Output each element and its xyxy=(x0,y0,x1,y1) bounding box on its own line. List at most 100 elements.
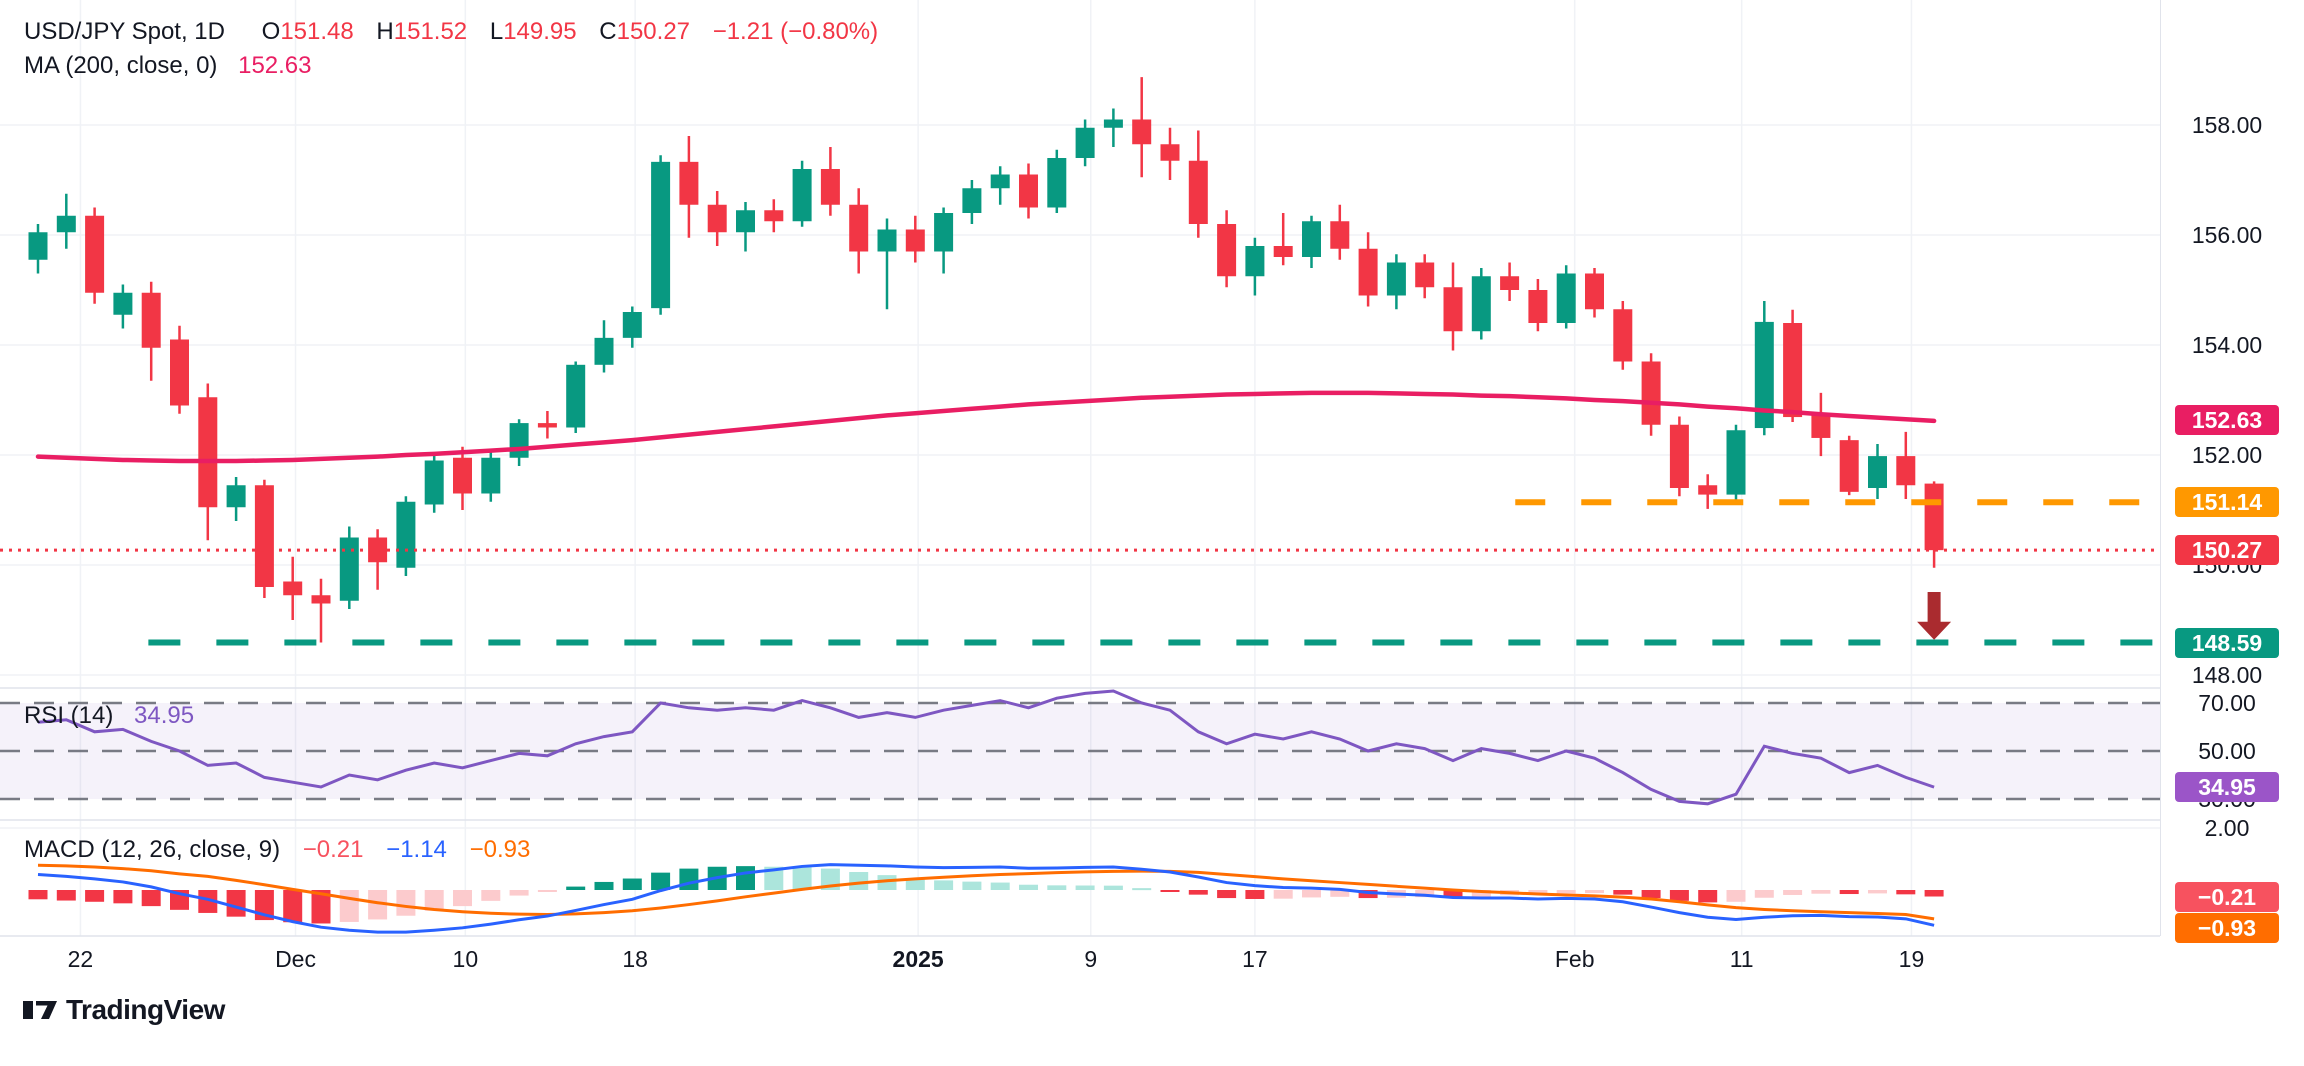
candle-body xyxy=(594,337,614,365)
ma-label: MA (200, close, 0) xyxy=(24,52,218,79)
macd-hist-bar xyxy=(990,882,1010,890)
macd-hist-bar xyxy=(226,890,246,917)
macd-hist-bar xyxy=(1613,890,1633,895)
candle-body xyxy=(792,169,812,222)
macd-signal-line[interactable] xyxy=(37,863,1935,921)
candle-body xyxy=(1896,456,1916,486)
candle-body xyxy=(1188,160,1208,224)
candle-body xyxy=(622,312,642,338)
macd-hist-bar xyxy=(1047,885,1067,890)
macd-legend[interactable]: MACD (12, 26, close, 9) −0.21 −1.14 −0.9… xyxy=(24,836,530,864)
candle-body xyxy=(1783,323,1803,418)
macd-hist-bar xyxy=(198,890,218,913)
macd-hist-bar xyxy=(85,890,105,902)
macd-hist-bar xyxy=(1839,890,1859,895)
candle-body xyxy=(339,537,359,601)
rsi-line[interactable] xyxy=(37,689,1935,806)
candle-body xyxy=(28,232,48,260)
time-tick-label: 10 xyxy=(452,946,479,972)
candle-body xyxy=(453,457,472,494)
macd-hist-bar xyxy=(1726,890,1746,902)
candle-body xyxy=(651,161,671,309)
candle-body xyxy=(1839,440,1859,492)
macd-hist-bar xyxy=(1415,890,1435,898)
candle-body xyxy=(254,485,274,587)
price-tick-label: 152.00 xyxy=(2191,442,2263,468)
candle-body xyxy=(396,501,416,568)
candle-body xyxy=(1386,262,1406,296)
candle-body xyxy=(424,460,444,505)
candle-body xyxy=(707,204,727,233)
chart-canvas[interactable] xyxy=(0,0,2160,990)
macd-hist-bar xyxy=(1783,890,1803,895)
candle-body xyxy=(1754,321,1774,429)
macd-hist-bar xyxy=(141,890,161,907)
rsi-label: RSI (14) xyxy=(24,702,114,729)
macd-hist-bar xyxy=(622,878,642,890)
candle-body xyxy=(113,292,133,315)
macd-signal-value: −0.93 xyxy=(469,836,531,863)
candle-body xyxy=(962,188,982,213)
time-axis[interactable]: 22 Dec 10 18 2025 9 17 Feb 11 19 xyxy=(0,938,2160,984)
tradingview-brand-text: TradingView xyxy=(66,994,225,1025)
macd-line-value: −1.14 xyxy=(386,836,447,863)
macd-hist-bar xyxy=(1924,890,1944,897)
candle-body xyxy=(1160,144,1180,161)
candle-body xyxy=(736,210,755,233)
candle-body xyxy=(1415,262,1435,288)
candles-layer[interactable] xyxy=(28,77,1944,643)
candle-body xyxy=(1273,246,1293,257)
time-tick-label: 11 xyxy=(1729,946,1754,972)
candle-body xyxy=(877,229,897,252)
macd-hist-bar xyxy=(1669,890,1689,901)
macd-hist-bar xyxy=(1443,890,1463,898)
low-value: 149.95 xyxy=(503,18,577,45)
close-label: C xyxy=(599,18,617,45)
macd-hist-bar xyxy=(537,890,557,892)
candle-body xyxy=(509,423,529,458)
macd-hist-bar xyxy=(1188,890,1208,895)
ma200-line[interactable] xyxy=(35,390,1937,464)
candle-body xyxy=(1330,221,1350,249)
ma-value: 152.63 xyxy=(238,52,312,79)
axis-badge: −0.21 xyxy=(2175,881,2279,912)
rsi-legend[interactable]: RSI (14) 34.95 xyxy=(24,702,194,730)
macd-hist-bar xyxy=(1641,890,1661,899)
symbol-legend[interactable]: USD/JPY Spot, 1D O151.48 H151.52 L149.95… xyxy=(24,18,878,46)
macd-hist-bar xyxy=(962,881,982,890)
macd-line[interactable] xyxy=(37,863,1935,934)
macd-hist-bar xyxy=(651,872,671,890)
price-axis[interactable]: 158.00156.00154.00152.00150.00148.0070.0… xyxy=(2160,0,2304,943)
macd-hist-bar xyxy=(1019,884,1038,890)
arrow-down-marker[interactable] xyxy=(1917,591,1952,640)
macd-hist-bar xyxy=(849,872,869,890)
candle-body xyxy=(226,485,246,508)
candle-body xyxy=(1103,119,1123,128)
candle-body xyxy=(1556,273,1576,323)
axis-badge: 151.14 xyxy=(2175,487,2279,518)
macd-hist-bar xyxy=(1358,890,1378,899)
macd-hist-bar xyxy=(764,866,784,890)
candle-body xyxy=(1019,174,1038,208)
axis-badge: 150.27 xyxy=(2175,535,2279,566)
candle-body xyxy=(537,423,557,428)
time-tick-label: 17 xyxy=(1242,946,1268,972)
macd-hist-bar xyxy=(1528,890,1548,895)
macd-hist-bar xyxy=(877,875,897,890)
ma-legend[interactable]: MA (200, close, 0) 152.63 xyxy=(24,52,312,80)
macd-hist-bar xyxy=(1160,890,1180,892)
macd-hist-bar xyxy=(1273,890,1293,899)
candle-body xyxy=(820,169,840,205)
change-value: −1.21 (−0.80%) xyxy=(712,18,879,45)
tradingview-logo[interactable]: TradingView xyxy=(22,992,225,1028)
macd-hist-bar xyxy=(792,867,812,890)
high-value: 151.52 xyxy=(393,18,468,45)
candle-body xyxy=(1500,276,1520,290)
candle-body xyxy=(1132,119,1152,145)
candle-body xyxy=(1443,287,1463,332)
open-label: O xyxy=(261,18,281,45)
candle-body xyxy=(849,204,869,252)
candle-body xyxy=(1669,424,1689,488)
rsi-value: 34.95 xyxy=(134,702,195,729)
candle-body xyxy=(368,537,388,563)
